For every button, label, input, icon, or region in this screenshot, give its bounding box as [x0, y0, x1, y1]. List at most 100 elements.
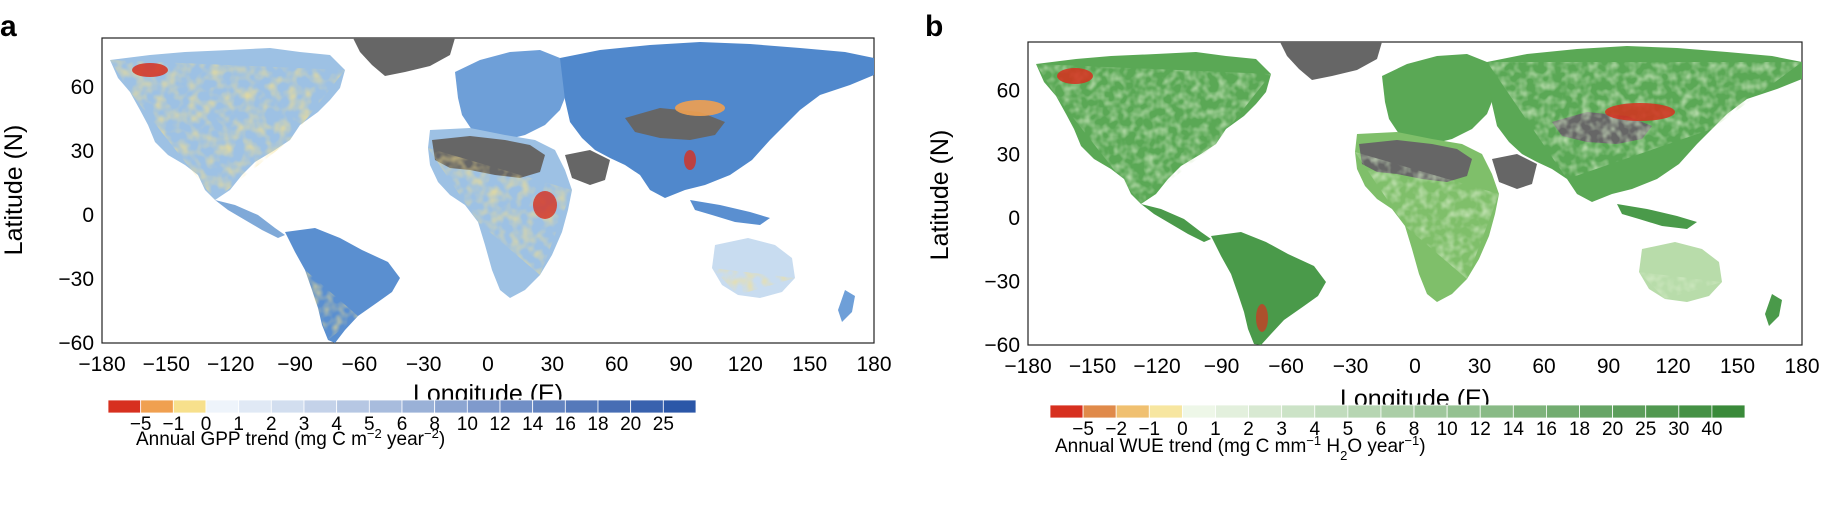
- y-tick-label: −30: [58, 268, 94, 291]
- colorbar-label: 12: [1470, 419, 1491, 440]
- colorbar-bin: [1049, 404, 1084, 419]
- x-tick-label: −30: [406, 353, 442, 376]
- x-tick-label: −150: [1069, 355, 1116, 378]
- panel-letter: b: [925, 10, 943, 43]
- hotspot-alaska: [132, 63, 168, 77]
- colorbar-bin: [270, 399, 305, 414]
- colorbar-bin: [1479, 404, 1514, 419]
- colorbar-label: 20: [620, 414, 641, 435]
- colorbar-label: 6: [397, 414, 408, 435]
- colorbar-label: 20: [1602, 419, 1623, 440]
- colorbar-bin: [1181, 404, 1216, 419]
- colorbar-label: −2: [1105, 419, 1127, 440]
- colorbar-label: 40: [1701, 419, 1722, 440]
- y-tick-label: −60: [984, 334, 1020, 357]
- colorbar: −5 −2 −1 0 1 2 3 4 5 6 8 10 12 14 16 18 20 25 30 40: [1049, 404, 1746, 440]
- colorbar-label: 4: [1309, 419, 1320, 440]
- colorbar-bin: [140, 399, 174, 414]
- land-greenland: [353, 38, 455, 76]
- x-tick-label: −120: [207, 353, 254, 376]
- colorbar-label: −1: [162, 414, 184, 435]
- colorbar-label: 12: [489, 414, 510, 435]
- land-south-america: [285, 228, 400, 343]
- land-masses: [110, 38, 874, 343]
- colorbar-label: 6: [1376, 419, 1387, 440]
- colorbar-bin: [1678, 404, 1713, 419]
- desert-arabia: [1492, 154, 1537, 189]
- colorbar-bin: [466, 399, 501, 414]
- land-central-america: [1141, 204, 1211, 242]
- colorbar-label: 1: [1210, 419, 1221, 440]
- land-nz: [1765, 294, 1782, 326]
- land-greenland: [1280, 42, 1382, 80]
- y-axis-title: Latitude (N): [0, 125, 28, 256]
- colorbar-label: 18: [1569, 419, 1590, 440]
- y-tick-label: 0: [1008, 207, 1020, 230]
- colorbar-bin: [1645, 404, 1680, 419]
- x-ticks: −180 −150 −120 −90 −60 −30 0 30 60 90 120 150 180: [78, 353, 891, 376]
- colorbar-label: 0: [1177, 419, 1188, 440]
- colorbar-label: 14: [1503, 419, 1525, 440]
- colorbar-label: 3: [299, 414, 310, 435]
- x-tick-label: −120: [1133, 355, 1180, 378]
- colorbar-bin: [564, 399, 599, 414]
- land-central-america: [215, 200, 285, 238]
- map-area: [1027, 41, 1803, 346]
- colorbar-label: 8: [429, 414, 440, 435]
- land-south-america: [1211, 232, 1326, 345]
- x-tick-label: −90: [277, 353, 313, 376]
- x-tick-label: 120: [728, 353, 763, 376]
- hotspot-central-africa: [533, 191, 557, 219]
- colorbar-bin: [662, 399, 697, 414]
- colorbar-bin: [1711, 404, 1746, 419]
- land-nz: [838, 290, 855, 322]
- map-area: [101, 37, 875, 344]
- x-tick-label: 0: [482, 353, 494, 376]
- x-tick-label: 90: [1597, 355, 1620, 378]
- hotspot-mongolia: [1605, 103, 1675, 121]
- y-tick-label: 60: [997, 80, 1020, 103]
- colorbar-label: 14: [522, 414, 544, 435]
- x-tick-label: 150: [792, 353, 827, 376]
- colorbar-bin: [1512, 404, 1547, 419]
- y-tick-label: −30: [984, 270, 1020, 293]
- x-ticks: −180 −150 −120 −90 −60 −30 0 30 60 90 120 150 180: [1004, 355, 1819, 378]
- x-tick-label: 60: [605, 353, 628, 376]
- colorbar-label: 5: [1343, 419, 1354, 440]
- colorbar-bin: [1148, 404, 1183, 419]
- colorbar-bin: [532, 399, 566, 414]
- land-islands: [690, 200, 770, 225]
- colorbar-bin: [1347, 404, 1382, 419]
- trend-speckle: [110, 60, 795, 340]
- colorbar-bin: [107, 399, 142, 414]
- land-europe: [1382, 54, 1502, 144]
- colorbar-bin: [1380, 404, 1415, 419]
- colorbar-bin: [1215, 404, 1249, 419]
- colorbar-bin: [597, 399, 632, 414]
- colorbar-label: 5: [364, 414, 375, 435]
- colorbar-label: 0: [201, 414, 212, 435]
- colorbar-bin: [401, 399, 436, 414]
- x-tick-label: 120: [1655, 355, 1690, 378]
- colorbar-bin: [1446, 404, 1481, 419]
- x-tick-label: 90: [669, 353, 692, 376]
- colorbar-bin: [1115, 404, 1150, 419]
- colorbar-label: 1: [233, 414, 244, 435]
- y-axis-title: Latitude (N): [926, 130, 954, 261]
- y-tick-label: 30: [997, 143, 1020, 166]
- colorbar-bin: [499, 399, 534, 414]
- hotspot-se-asia: [684, 150, 696, 170]
- x-tick-label: −60: [342, 353, 378, 376]
- colorbar-bin: [434, 399, 468, 414]
- trend-speckle: [1036, 62, 1802, 299]
- colorbar-bin: [1082, 404, 1117, 419]
- colorbar-bin: [1281, 404, 1316, 419]
- colorbar-label: −5: [1072, 419, 1094, 440]
- x-tick-label: 30: [541, 353, 564, 376]
- panel-a: a: [0, 10, 892, 450]
- x-tick-label: −60: [1268, 355, 1304, 378]
- y-tick-label: −60: [58, 332, 94, 355]
- x-tick-label: 60: [1532, 355, 1555, 378]
- panel-letter: a: [0, 10, 17, 43]
